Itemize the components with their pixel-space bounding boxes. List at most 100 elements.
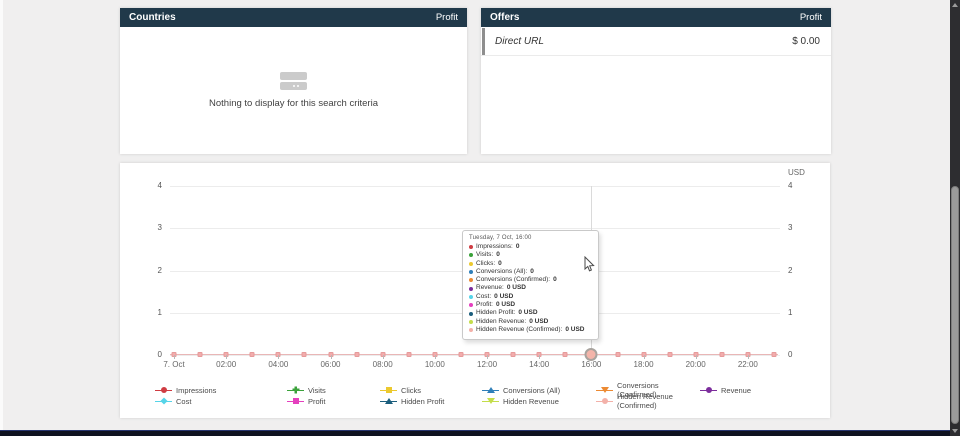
chart-point[interactable] [197,352,203,357]
countries-empty-text: Nothing to display for this search crite… [209,98,378,109]
y-axis-label-right: 0 [788,350,793,359]
offers-profit-column-label: Profit [799,12,822,23]
tooltip-series-dot-icon [469,278,473,283]
chart-point[interactable] [719,352,725,357]
x-axis-label: 10:00 [424,360,445,369]
scrollbar-up-arrow-icon[interactable] [952,3,958,7]
legend-item-revenue[interactable]: Revenue [700,385,751,395]
x-axis-tick [643,355,645,359]
x-axis-label: 06:00 [320,360,341,369]
legend-shape-icon [159,397,168,405]
tooltip-row: Impressions: 0 [469,243,593,251]
tooltip-value: 0 USD [518,309,538,317]
chart-point[interactable] [667,352,673,357]
x-axis-tick [487,355,489,359]
legend-marker-plus-icon [287,386,304,395]
legend-item-visits[interactable]: Visits [287,385,380,395]
x-axis-tick [382,355,384,359]
legend-item-hidden-profit[interactable]: Hidden Profit [380,396,482,406]
tooltip-series-dot-icon [469,328,473,333]
tooltip-value: 0 [498,259,502,267]
legend-item-impressions[interactable]: Impressions [155,385,287,395]
y-axis-label-right: 3 [788,223,793,233]
legend-label: Profit [308,396,326,406]
offer-name: Direct URL [495,35,544,47]
scrollbar-thumb[interactable] [951,186,959,424]
legend-item-clicks[interactable]: Clicks [380,385,482,395]
legend-shape-icon [160,387,167,393]
x-axis-tick [278,355,280,359]
legend-marker-square-icon [287,397,304,406]
tooltip-title: Tuesday, 7 Oct, 16:00 [469,235,532,241]
tooltip-value: 0 [530,267,534,275]
legend-label: Conversions (Confirmed) [617,381,659,399]
browser-scrollbar[interactable] [950,0,960,436]
tooltip-value: 0 [496,251,500,259]
legend-shape-icon [385,387,392,393]
offers-list-scrollbar[interactable] [482,28,485,55]
x-axis-label: 12:00 [477,360,498,369]
tooltip-label: Clicks: [476,259,496,267]
x-axis-tick [226,355,228,359]
legend-item-cost[interactable]: Cost [155,396,287,406]
offers-panel: Offers Profit Direct URL $ 0.00 [481,8,831,154]
legend-shape-icon [486,398,495,404]
tooltip-row: Clicks: 0 [469,260,593,268]
legend-marker-triangle-down-icon [596,386,613,395]
tooltip-row: Conversions (All): 0 [469,268,593,276]
y-axis-label-left: 1 [157,307,162,317]
scrollbar-down-arrow-icon[interactable] [952,429,958,433]
chart-point[interactable] [562,352,568,357]
legend-marker-triangle-up-icon [380,397,397,406]
countries-profit-column-label: Profit [435,12,458,23]
legend-label: Hidden Revenue [503,396,559,406]
x-axis-label: 7. Oct [163,360,185,369]
tooltip-label: Profit: [476,301,493,309]
chart-point[interactable] [354,352,360,357]
x-axis-tick [539,355,541,359]
tooltip-value: 0 USD [529,317,549,325]
tooltip-series-dot-icon [469,311,473,316]
x-axis-tick [174,355,175,359]
y-axis-unit-label: USD [788,168,805,177]
legend-marker-circle-icon [700,386,717,395]
legend-marker-circle-icon [155,386,172,395]
offers-panel-header: Offers Profit [481,8,831,27]
chart-tooltip: Tuesday, 7 Oct, 16:00 Impressions: 0 Visi… [462,230,599,341]
tooltip-label: Conversions (Confirmed): [476,276,551,284]
offers-row-direct-url[interactable]: Direct URL $ 0.00 [481,27,831,56]
tooltip-series-dot-icon [469,294,473,299]
legend-item-profit[interactable]: Profit [287,396,380,406]
chart-point[interactable] [771,352,777,357]
chart-point[interactable] [406,352,412,357]
mouse-cursor-icon [584,256,595,272]
tooltip-value: 0 USD [506,284,526,292]
gridline [170,228,780,230]
x-axis-label: 22:00 [737,360,758,369]
x-axis-label: 16:00 [581,360,602,369]
legend-item-conversions-confirmed[interactable]: Conversions (Confirmed) [596,381,700,399]
tooltip-row: Cost: 0 USD [469,293,593,301]
legend-item-hidden-revenue-confirmed[interactable]: Hidden Revenue (Confirmed) [596,392,700,410]
legend-shape-icon [705,387,712,393]
chart-point-hovered[interactable] [584,348,598,361]
legend-item-hidden-revenue[interactable]: Hidden Revenue [482,396,596,406]
tooltip-value: 0 USD [495,301,516,309]
chart-point[interactable] [249,352,255,357]
chart-point[interactable] [510,352,516,357]
legend-label: Conversions (All) [503,385,561,395]
legend-shape-icon [292,398,299,404]
tooltip-series-dot-icon [469,303,473,308]
tooltip-label: Visits: [476,251,494,259]
y-axis-label-left: 0 [157,350,162,359]
chart-point[interactable] [301,352,307,357]
y-axis-label-left: 3 [157,223,162,233]
tooltip-label: Cost: [476,292,492,300]
legend-marker-triangle-down-icon [482,397,499,406]
legend-item-conversions-all[interactable]: Conversions (All) [482,385,596,395]
chart-point[interactable] [615,352,621,357]
legend-label: Hidden Profit [401,396,445,406]
tooltip-row: Hidden Revenue (Confirmed): 0 USD [469,326,593,334]
chart-point[interactable] [458,352,464,357]
